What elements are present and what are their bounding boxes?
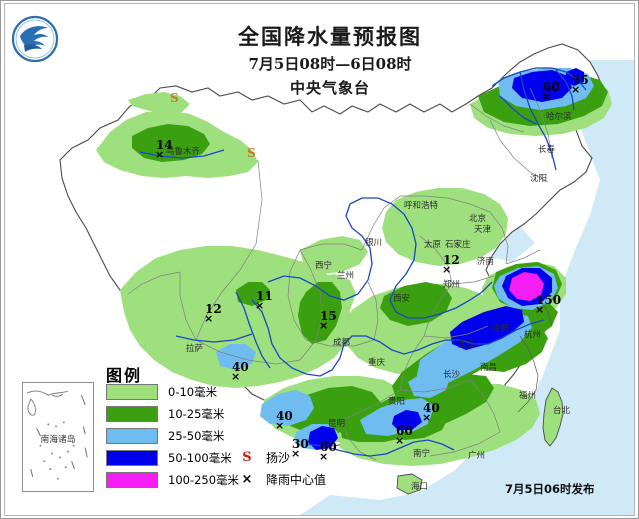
hainan-island [396, 473, 423, 495]
legend-range-label: 10-25毫米 [168, 407, 225, 421]
precip-center-cross-icon: × [395, 434, 405, 447]
city-label: 呼和浩特 [404, 201, 439, 211]
legend-color-swatch [106, 450, 158, 466]
legend-color-swatch [106, 428, 158, 444]
city-label: 昆明 [328, 419, 346, 429]
city-label: 杭州 [524, 330, 542, 340]
precip-center-value: 14 [156, 138, 173, 152]
city-label: 乌鲁木齐 [166, 147, 201, 157]
city-label: 成都 [333, 338, 351, 348]
city-label: 天津 [474, 225, 492, 235]
legend-row: 0-10毫米 [106, 382, 336, 403]
rivers [139, 67, 587, 457]
precip-center-value: 60 [320, 440, 337, 454]
province-boundaries [127, 87, 553, 461]
precip-center-value: 11 [256, 289, 273, 303]
city-label: 石家庄 [445, 240, 471, 250]
city-label: 武汉 [458, 340, 476, 350]
city-label: 郑州 [443, 280, 461, 290]
cma-dragon-logo [11, 15, 59, 63]
city-label: 兰州 [337, 271, 355, 281]
precip-center-cross-icon: × [542, 90, 552, 103]
blowing-sand-icon: S [170, 91, 179, 105]
page-title: 全国降水量预报图 [238, 24, 422, 49]
city-label: 合肥 [492, 324, 510, 334]
city-label: 长春 [538, 145, 556, 155]
city-label: 海口 [411, 482, 429, 492]
legend-symbol-label: 扬沙 [266, 451, 291, 465]
legend-heading: 图例 [106, 366, 143, 385]
precip-center-cross-icon: × [204, 312, 214, 325]
city-label: 长沙 [443, 370, 461, 380]
precip-band-50-100 [308, 68, 584, 450]
legend-row: 50-100毫米 S 扬沙 [106, 448, 336, 469]
legend-range-label: 25-50毫米 [168, 429, 225, 443]
legend: 0-10毫米 10-25毫米 25-50毫米 50-100毫米 S 扬沙 100-250毫米… [106, 382, 336, 494]
legend-blowing-sand-icon: S [242, 450, 252, 465]
precip-center-cross-icon: × [255, 299, 265, 312]
legend-color-swatch [106, 472, 158, 488]
blowing-sand-icon: S [247, 146, 256, 160]
coastline-detail [517, 299, 553, 413]
title-block: 全国降水量预报图 7月5日08时—6日08时 中央气象台 [215, 22, 445, 100]
precip-center-value: 150 [536, 293, 562, 307]
precip-center-value: 30 [292, 437, 309, 451]
precip-band-100-250 [509, 272, 544, 301]
precip-center-cross-icon: × [319, 450, 329, 463]
south-china-sea-inset: 南海诸岛 [22, 382, 94, 492]
precip-center-cross-icon: × [535, 303, 545, 316]
precip-center-cross-icon: × [571, 83, 581, 96]
city-label: 南昌 [480, 363, 498, 373]
city-label: 贵阳 [388, 397, 406, 407]
inset-map-svg: 南海诸岛 [23, 383, 93, 491]
city-label: 南宁 [413, 449, 431, 459]
precip-center-value: 60 [396, 424, 413, 438]
legend-color-swatch [106, 406, 158, 422]
svg-text:南海诸岛: 南海诸岛 [41, 433, 76, 445]
legend-range-label: 50-100毫米 [168, 451, 232, 465]
city-label: 重庆 [368, 358, 386, 368]
city-label: 济南 [477, 257, 495, 267]
precip-center-cross-icon: × [291, 447, 301, 460]
precip-center-value: 40 [276, 409, 293, 423]
city-label: 西宁 [315, 261, 333, 271]
city-label: 广州 [468, 451, 486, 461]
precip-center-value: 40 [232, 360, 249, 374]
city-label: 西安 [393, 294, 411, 304]
precip-center-cross-icon: × [319, 319, 329, 332]
city-label: 台北 [553, 406, 571, 416]
precip-center-cross-icon: × [422, 411, 432, 424]
city-label: 北京 [469, 214, 487, 224]
precip-center-value: 40 [423, 401, 440, 415]
taiwan-island [542, 387, 564, 447]
city-label: 银川 [365, 238, 383, 248]
legend-symbol-label: 降雨中心值 [266, 473, 327, 487]
precip-center-cross-icon: × [442, 263, 452, 276]
precip-center-value: 60 [543, 80, 560, 94]
issue-timestamp: 7月5日06时发布 [505, 482, 595, 496]
legend-row: 100-250毫米 × 降雨中心值 [106, 470, 336, 491]
precip-center-value: 15 [320, 309, 337, 323]
legend-color-swatch [106, 384, 158, 400]
legend-range-label: 100-250毫米 [168, 473, 240, 487]
precip-center-cross-icon: × [231, 370, 241, 383]
issuing-organization: 中央气象台 [289, 79, 370, 97]
city-label: 哈尔滨 [546, 112, 572, 122]
legend-row: 25-50毫米 [106, 426, 336, 447]
city-label: 拉萨 [186, 344, 204, 354]
precip-center-value: 12 [205, 302, 222, 316]
legend-range-label: 0-10毫米 [168, 385, 218, 399]
legend-center-cross-icon: × [241, 472, 253, 487]
city-label: 沈阳 [530, 174, 548, 184]
precip-center-value: 12 [443, 253, 460, 267]
precip-center-value: 55 [572, 73, 589, 87]
forecast-period: 7月5日08时—6日08时 [248, 55, 412, 73]
city-label: 福州 [519, 391, 537, 401]
precip-center-cross-icon: × [155, 148, 165, 161]
city-label: 太原 [424, 240, 442, 250]
precip-center-cross-icon: × [275, 419, 285, 432]
legend-row: 10-25毫米 [106, 404, 336, 425]
